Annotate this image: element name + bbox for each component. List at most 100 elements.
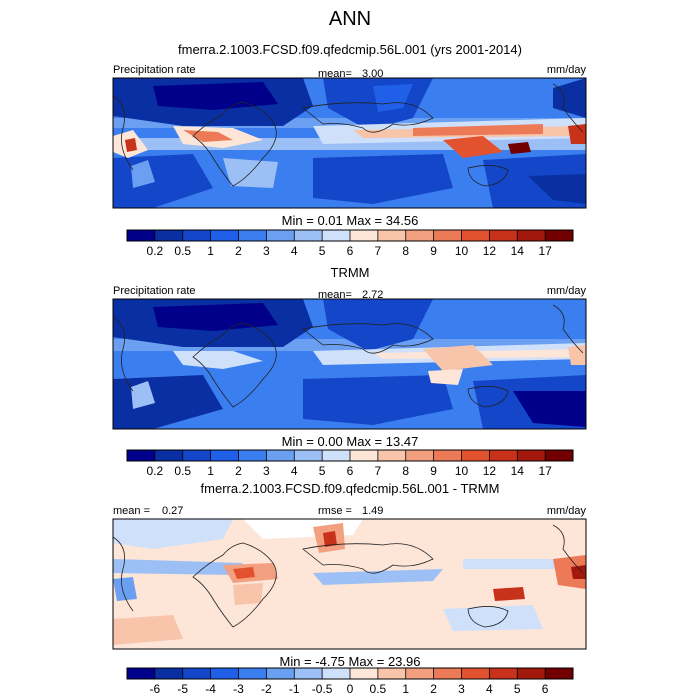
colorbar-3-swatch-3 <box>210 668 240 679</box>
colorbar-1-tick-label: 5 <box>319 244 326 258</box>
colorbar-1-swatch-9 <box>377 230 407 241</box>
colorbar-1-tick-label: 17 <box>538 244 552 258</box>
colorbar-1-tick-label: 9 <box>430 244 437 258</box>
panel-3-map <box>112 518 587 650</box>
colorbar-3-tick-label: 1 <box>402 682 409 696</box>
panel-1-colorbar: 0.2 0.5 1 2 3 4 5 6 7 8 9 10 12 14 17 <box>126 229 574 258</box>
colorbar-1-swatch-2 <box>182 230 212 241</box>
colorbar-2-tick-label: 17 <box>538 464 552 478</box>
colorbar-1-swatch-12 <box>461 230 490 241</box>
colorbar-1-tick-label: 7 <box>375 244 382 258</box>
panel-1-min-label: Min = <box>281 213 314 228</box>
colorbar-1-swatch-11 <box>433 230 463 241</box>
colorbar-2-swatch-6 <box>294 450 323 461</box>
colorbar-2-tick-label: 14 <box>511 464 525 478</box>
panel-2-map <box>112 298 587 430</box>
colorbar-3-swatch-13 <box>489 668 518 679</box>
colorbar-1-swatch-3 <box>210 230 240 241</box>
colorbar-2-tick-label: 0.5 <box>174 464 191 478</box>
colorbar-3-tick-label: 6 <box>542 682 549 696</box>
colorbar-2-swatch-15 <box>545 450 574 461</box>
colorbar-3-swatch-0 <box>127 668 156 679</box>
panel-3-minmax: Min = -4.75 Max = 23.96 <box>0 654 700 669</box>
colorbar-1-swatch-14 <box>517 230 546 241</box>
colorbar-1-swatch-0 <box>127 230 156 241</box>
colorbar-2-tick-label: 4 <box>291 464 298 478</box>
colorbar-3-tick-label: 0 <box>347 682 354 696</box>
panel-3-mean-value: 0.27 <box>162 505 184 517</box>
page-title: ANN <box>328 8 372 30</box>
colorbar-3-swatch-6 <box>294 668 323 679</box>
colorbar-2-tick-label: 2 <box>235 464 242 478</box>
colorbar-2-swatch-1 <box>154 450 184 461</box>
colorbar-1-tick-label: 1 <box>207 244 214 258</box>
panel-2-mean-label: mean= <box>318 289 352 301</box>
colorbar-2-swatch-5 <box>266 450 295 461</box>
panel-2-title: TRMM <box>330 265 370 280</box>
colorbar-1-swatch-6 <box>294 230 323 241</box>
colorbar-3-tick-label: -2 <box>261 682 272 696</box>
colorbar-3-swatch-10 <box>405 668 435 679</box>
panel-1-title: fmerra.2.1003.FCSD.f09.qfedcmip.56L.001 … <box>178 42 522 57</box>
panel-3-mean-label: mean = <box>113 505 150 517</box>
colorbar-3-tick-label: -0.5 <box>312 682 333 696</box>
panel-1-map <box>112 77 587 209</box>
colorbar-3-tick-label: -4 <box>205 682 216 696</box>
colorbar-2-swatch-0 <box>127 450 156 461</box>
colorbar-3-tick-label: 3 <box>458 682 465 696</box>
colorbar-1-swatch-5 <box>266 230 295 241</box>
panel-1-max-value: 34.56 <box>385 213 419 228</box>
colorbar-2-swatch-9 <box>377 450 407 461</box>
colorbar-3-swatch-11 <box>433 668 463 679</box>
colorbar-1-tick-label: 0.2 <box>147 244 164 258</box>
colorbar-2-tick-label: 9 <box>430 464 437 478</box>
panel-3-rmse-value: 1.49 <box>362 505 384 517</box>
colorbar-1-swatch-1 <box>154 230 184 241</box>
colorbar-2-tick-label: 7 <box>375 464 382 478</box>
panel-1-min-value: 0.01 <box>317 213 343 228</box>
panel-1-mean-value: 3.00 <box>362 68 384 80</box>
colorbar-1-swatch-7 <box>322 230 351 241</box>
colorbar-1-tick-label: 0.5 <box>174 244 191 258</box>
panel-2-minmax: Min = 0.00 Max = 13.47 <box>0 434 700 449</box>
panel-3-title: fmerra.2.1003.FCSD.f09.qfedcmip.56L.001 … <box>200 481 500 496</box>
colorbar-3-tick-label: 2 <box>430 682 437 696</box>
colorbar-3-swatch-4 <box>238 668 267 679</box>
panel-2-min-value: 0.00 <box>317 434 343 449</box>
panel-3-max-value: 23.96 <box>387 654 421 669</box>
colorbar-2-swatch-10 <box>405 450 435 461</box>
colorbar-1-tick-label: 12 <box>483 244 497 258</box>
colorbar-2-tick-label: 1 <box>207 464 214 478</box>
panel-3-min-label: Min = <box>279 654 312 669</box>
colorbar-3-swatch-15 <box>545 668 574 679</box>
colorbar-1-swatch-15 <box>545 230 574 241</box>
colorbar-3-tick-label: -6 <box>150 682 161 696</box>
panel-2-mean-value: 2.72 <box>362 289 384 301</box>
panel-3-units: mm/day <box>546 505 586 517</box>
colorbar-3-swatch-14 <box>517 668 546 679</box>
panel-3-colorbar: -6 -5 -4 -3 -2 -1 -0.5 0 0.5 1 2 3 4 5 6 <box>126 667 574 696</box>
colorbar-1-swatch-13 <box>489 230 518 241</box>
panel-1-max-label: Max = <box>346 213 383 228</box>
colorbar-2-tick-label: 8 <box>402 464 409 478</box>
colorbar-2-swatch-2 <box>182 450 212 461</box>
panel-3-rmse-label: rmse = <box>318 505 352 517</box>
colorbar-3-tick-label: 5 <box>514 682 521 696</box>
colorbar-2-swatch-13 <box>489 450 518 461</box>
colorbar-1-swatch-4 <box>238 230 267 241</box>
colorbar-1-tick-label: 3 <box>263 244 270 258</box>
colorbar-2-tick-label: 0.2 <box>147 464 164 478</box>
colorbar-3-swatch-9 <box>377 668 407 679</box>
panel-3-max-label: Max = <box>348 654 385 669</box>
colorbar-1-tick-label: 10 <box>455 244 469 258</box>
colorbar-3-tick-label: 4 <box>486 682 493 696</box>
colorbar-2-swatch-11 <box>433 450 463 461</box>
panel-2-max-label: Max = <box>346 434 383 449</box>
colorbar-2-tick-label: 10 <box>455 464 469 478</box>
colorbar-3-tick-label: -3 <box>233 682 244 696</box>
panel-2-max-value: 13.47 <box>385 434 419 449</box>
panel-1-mean-label: mean= <box>318 68 352 80</box>
colorbar-2-swatch-8 <box>350 450 379 461</box>
colorbar-2-tick-label: 3 <box>263 464 270 478</box>
colorbar-2-swatch-4 <box>238 450 267 461</box>
